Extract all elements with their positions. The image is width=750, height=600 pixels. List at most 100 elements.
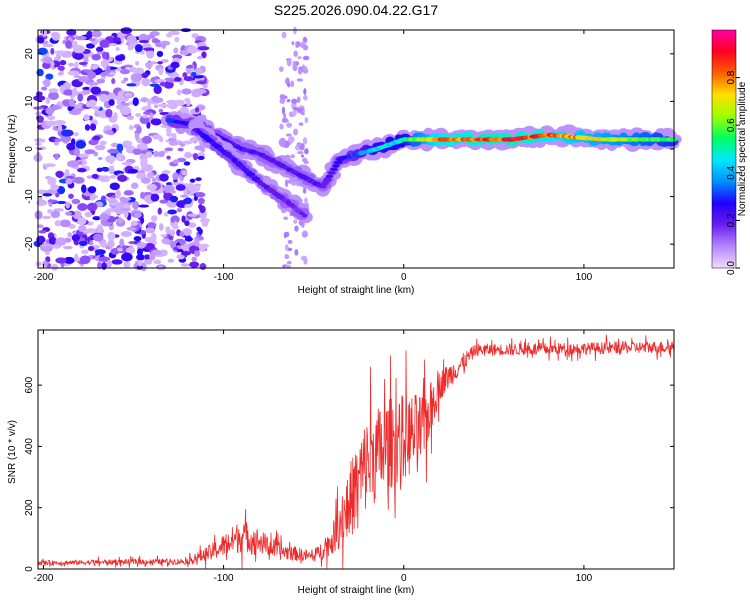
noise-speckle: [67, 70, 80, 76]
noise-speckle: [126, 226, 137, 231]
noise-speckle: [65, 211, 72, 216]
noise-speckle: [56, 200, 67, 205]
noise-speckle: [45, 107, 55, 115]
noise-speckle: [67, 232, 72, 238]
noise-speckle: [42, 193, 53, 197]
noise-speckle: [281, 106, 286, 115]
noise-speckle: [278, 66, 284, 72]
noise-speckle: [50, 104, 61, 111]
ridge-core: [325, 174, 334, 178]
noise-speckle: [180, 106, 188, 115]
noise-speckle: [296, 142, 302, 147]
noise-speckle: [195, 191, 206, 198]
y-tick-label: 0: [24, 146, 35, 152]
snr-plot-area: [38, 330, 674, 569]
noise-speckle: [194, 145, 205, 151]
noise-speckle: [105, 108, 113, 118]
ridge-core: [327, 171, 336, 175]
noise-speckle: [130, 72, 143, 82]
colorbar-gradient: [712, 30, 736, 268]
noise-speckle: [197, 155, 205, 160]
noise-speckle: [47, 199, 58, 203]
noise-speckle: [166, 182, 173, 186]
noise-speckle: [120, 79, 127, 84]
noise-speckle: [108, 165, 115, 175]
noise-speckle: [100, 241, 108, 248]
noise-speckle: [182, 243, 188, 252]
noise-speckle: [184, 203, 193, 208]
noise-speckle: [136, 242, 147, 248]
noise-speckle: [47, 176, 57, 186]
noise-speckle: [76, 103, 83, 109]
noise-speckle: [147, 171, 154, 179]
noise-speckle: [106, 92, 117, 101]
noise-speckle: [47, 208, 53, 214]
x-tick-label: 100: [576, 272, 593, 283]
noise-speckle: [33, 106, 44, 110]
noise-speckle: [101, 262, 107, 270]
y-tick-label: 20: [24, 48, 35, 60]
noise-speckle: [171, 133, 177, 140]
noise-speckle: [194, 88, 207, 94]
noise-speckle: [116, 143, 124, 153]
noise-speckle: [173, 246, 179, 251]
noise-speckle: [281, 117, 288, 123]
noise-speckle: [142, 114, 149, 119]
noise-speckle: [88, 38, 96, 42]
noise-speckle: [166, 132, 173, 137]
noise-speckle: [145, 34, 156, 39]
y-tick-label: -20: [24, 237, 35, 252]
ridge-core: [319, 184, 327, 189]
noise-speckle: [146, 199, 153, 204]
noise-speckle: [36, 235, 46, 244]
noise-speckle: [64, 168, 70, 176]
noise-speckle: [177, 147, 184, 152]
noise-speckle: [176, 157, 187, 163]
noise-speckle: [77, 203, 88, 211]
noise-speckle: [291, 98, 298, 104]
noise-speckle: [192, 152, 199, 161]
noise-speckle: [302, 55, 310, 61]
noise-speckle: [141, 78, 151, 87]
noise-speckle: [197, 197, 205, 205]
ridge-core: [322, 177, 332, 183]
noise-speckle: [288, 136, 295, 143]
noise-speckle: [176, 89, 182, 96]
noise-speckle: [135, 112, 142, 118]
noise-speckle: [36, 152, 42, 162]
y-tick-label: 400: [24, 438, 35, 455]
noise-speckle: [96, 46, 104, 53]
noise-speckle: [132, 148, 142, 155]
noise-speckle: [134, 44, 143, 53]
noise-speckle: [65, 201, 71, 209]
noise-speckle: [149, 112, 154, 118]
noise-speckle: [89, 196, 96, 201]
noise-speckle: [106, 208, 114, 213]
noise-speckle: [94, 144, 106, 151]
noise-speckle: [182, 140, 193, 145]
noise-speckle: [55, 237, 67, 246]
noise-speckle: [187, 184, 196, 191]
noise-speckle: [87, 246, 95, 252]
noise-speckle: [99, 140, 107, 146]
noise-speckle: [107, 231, 116, 241]
noise-speckle: [48, 91, 59, 101]
noise-speckle: [162, 184, 175, 193]
noise-speckle: [91, 53, 101, 61]
noise-speckle: [297, 56, 302, 60]
noise-speckle: [194, 67, 203, 76]
noise-speckle: [173, 47, 179, 54]
noise-speckle: [98, 256, 111, 262]
noise-speckle: [184, 220, 190, 227]
noise-speckle: [297, 68, 303, 75]
noise-speckle: [303, 257, 308, 265]
noise-speckle: [143, 259, 153, 265]
spectrogram-cells: [33, 26, 682, 272]
noise-speckle: [191, 256, 197, 262]
noise-speckle: [146, 49, 155, 59]
noise-speckle: [126, 115, 134, 121]
noise-speckle: [157, 61, 163, 65]
noise-speckle: [186, 45, 198, 54]
noise-speckle: [304, 148, 309, 155]
